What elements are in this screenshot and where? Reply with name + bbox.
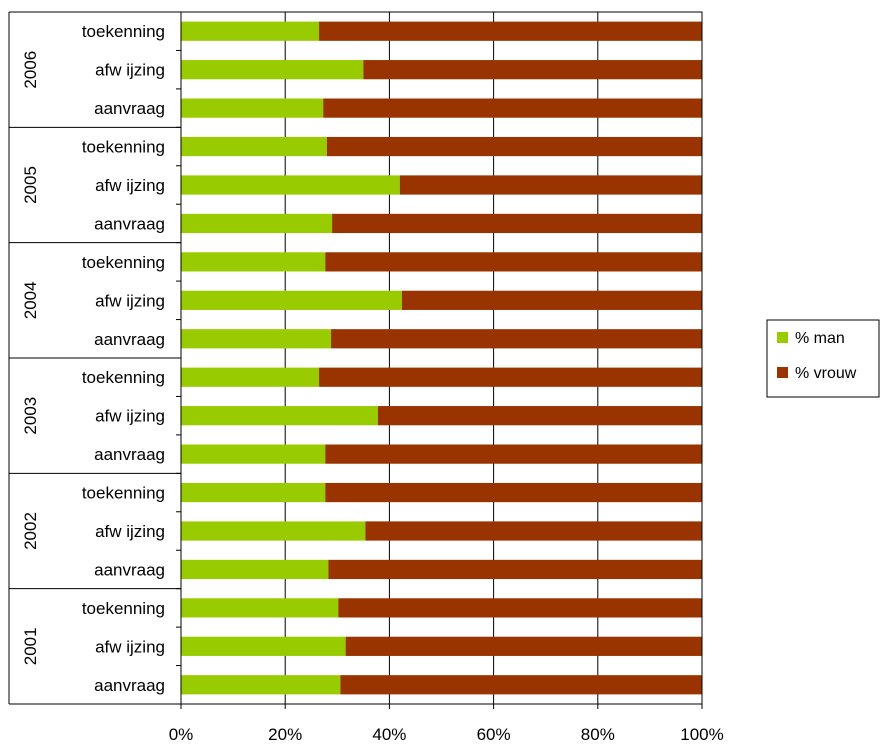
group-label: 2002 <box>21 512 40 550</box>
bar-vrouw <box>325 444 702 464</box>
bar-man <box>181 521 366 541</box>
legend-swatch-vrouw <box>777 367 788 378</box>
bar-man <box>181 98 324 118</box>
bar-man <box>181 136 327 157</box>
bar-vrouw <box>401 290 702 310</box>
bar-vrouw <box>365 521 702 541</box>
legend-label-vrouw: % vrouw <box>795 365 857 382</box>
bars <box>181 21 702 695</box>
category-label: toekenning <box>82 599 165 618</box>
category-label: afw ijzing <box>95 61 165 80</box>
legend: % man % vrouw <box>766 319 880 398</box>
group-label: 2003 <box>21 397 40 435</box>
bar-vrouw <box>325 482 702 503</box>
bar-man <box>181 406 378 426</box>
category-label: afw ijzing <box>95 522 165 541</box>
category-label: aanvraag <box>94 560 165 579</box>
category-label: aanvraag <box>94 330 165 349</box>
bar-man <box>181 367 320 387</box>
bar-man <box>181 21 320 41</box>
bar-man <box>181 636 346 656</box>
bar-man <box>181 482 326 503</box>
legend-swatch-man <box>777 332 788 343</box>
bar-vrouw <box>363 60 702 80</box>
x-tick-label: 100% <box>680 725 723 744</box>
x-tick-label: 0% <box>169 725 194 744</box>
category-label: afw ijzing <box>95 291 165 310</box>
bar-man <box>181 252 326 272</box>
category-label: toekenning <box>82 484 165 503</box>
x-tick-label: 40% <box>372 725 406 744</box>
bar-vrouw <box>332 213 702 234</box>
group-label: 2005 <box>21 166 40 204</box>
category-label: aanvraag <box>94 214 165 233</box>
legend-label-man: % man <box>795 330 845 347</box>
bar-man <box>181 675 341 695</box>
category-label: aanvraag <box>94 676 165 695</box>
x-tick-label: 20% <box>268 725 302 744</box>
category-label: afw ijzing <box>95 407 165 426</box>
bar-man <box>181 329 332 349</box>
bar-vrouw <box>345 636 702 656</box>
bar-vrouw <box>319 367 702 387</box>
bar-man <box>181 559 329 580</box>
bar-man <box>181 175 400 195</box>
bar-vrouw <box>323 98 702 118</box>
bar-man <box>181 290 402 310</box>
bar-vrouw <box>319 21 702 41</box>
x-tick-label: 80% <box>581 725 615 744</box>
legend-box <box>766 319 880 398</box>
bar-vrouw <box>338 598 702 618</box>
bar-vrouw <box>325 252 702 272</box>
bar-man <box>181 598 339 618</box>
category-label: aanvraag <box>94 99 165 118</box>
bar-man <box>181 444 326 464</box>
group-label: 2004 <box>21 281 40 319</box>
category-label: afw ijzing <box>95 637 165 656</box>
bar-vrouw <box>399 175 702 195</box>
labels: 0% 20% 40% 60% 80% 100% toekenning afw ijzing aa… <box>21 22 724 744</box>
bar-vrouw <box>328 559 702 580</box>
category-label: afw ijzing <box>95 176 165 195</box>
group-label: 2006 <box>21 51 40 89</box>
bar-vrouw <box>340 675 702 695</box>
bar-vrouw <box>331 329 702 349</box>
bar-man <box>181 60 364 80</box>
axes <box>8 11 703 709</box>
x-tick-label: 60% <box>477 725 511 744</box>
group-label: 2001 <box>21 627 40 665</box>
category-label: toekenning <box>82 138 165 157</box>
bar-man <box>181 213 333 234</box>
category-label: toekenning <box>82 368 165 387</box>
bar-vrouw <box>326 136 702 157</box>
category-label: toekenning <box>82 22 165 41</box>
category-label: aanvraag <box>94 445 165 464</box>
category-label: toekenning <box>82 253 165 272</box>
bar-vrouw <box>377 406 702 426</box>
